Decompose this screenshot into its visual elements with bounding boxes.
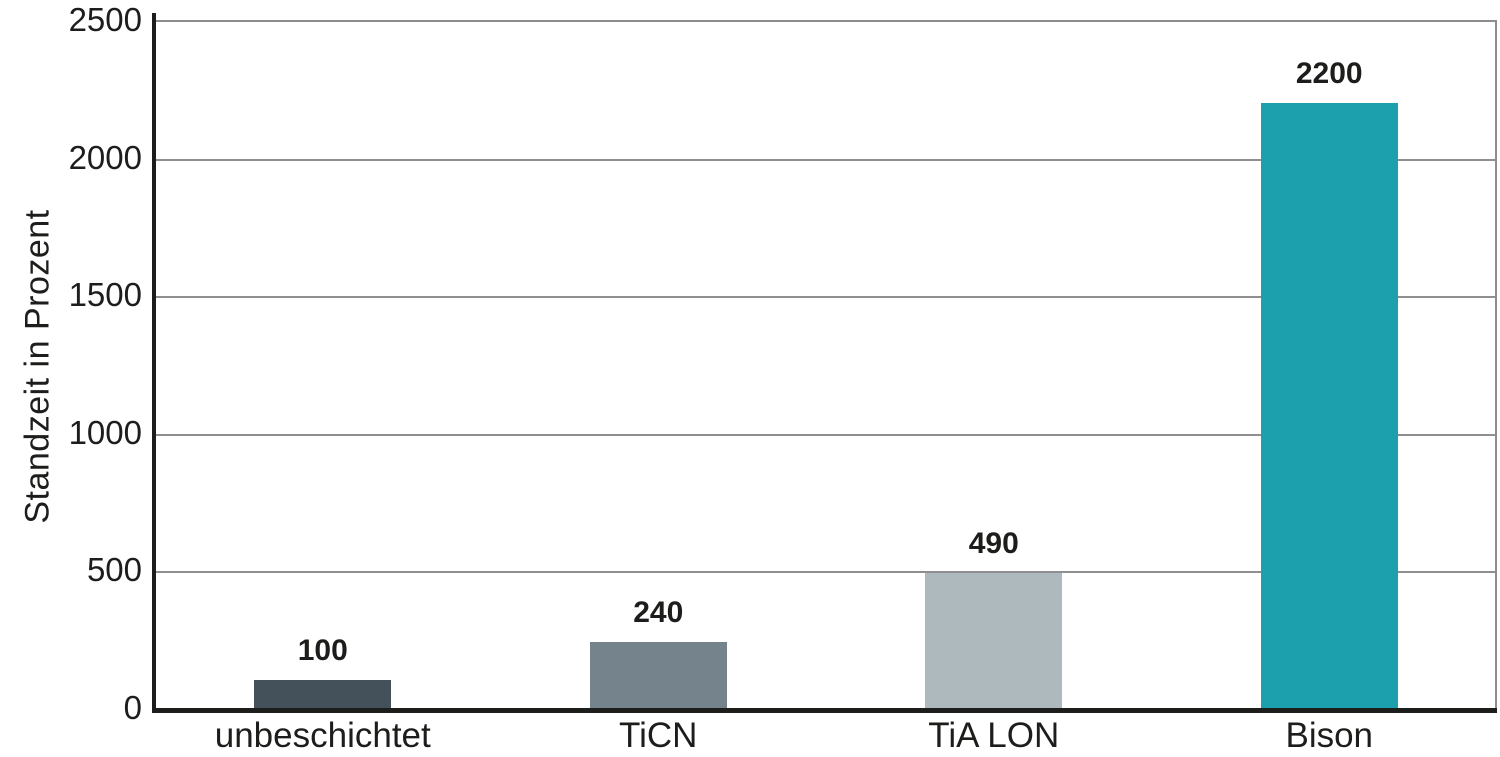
- bar-value-label: 490: [968, 527, 1019, 561]
- bar-value-label: 100: [297, 634, 348, 668]
- x-category-label: unbeschichtet: [214, 716, 431, 755]
- y-tick-label: 2000: [68, 138, 142, 176]
- gridline-1500: [155, 296, 1495, 299]
- plot-area: 100 240 490 2200: [155, 20, 1497, 708]
- gridline-2000: [155, 158, 1495, 161]
- gridline-1000: [155, 433, 1495, 436]
- y-tick-label: 0: [123, 689, 142, 726]
- y-axis-line: [152, 13, 156, 708]
- bar-value-label: 240: [633, 595, 684, 629]
- y-tick-label: 1500: [68, 276, 142, 314]
- gridline-500: [155, 571, 1495, 574]
- bar-value-label: 2200: [1295, 56, 1363, 90]
- bar-TiA LON: [925, 573, 1063, 708]
- x-category-label: TiA LON: [928, 716, 1060, 755]
- y-tick-label: 1000: [68, 413, 142, 451]
- bar-Bison: [1260, 102, 1398, 708]
- x-category-label: TiCN: [619, 716, 698, 755]
- y-tick-label: 2500: [68, 1, 142, 38]
- y-tick-label: 500: [86, 551, 142, 589]
- bar-unbeschichtet: [254, 680, 392, 708]
- x-axis-line: [152, 708, 1497, 713]
- bar-TiCN: [589, 641, 727, 708]
- x-category-label: Bison: [1285, 716, 1374, 755]
